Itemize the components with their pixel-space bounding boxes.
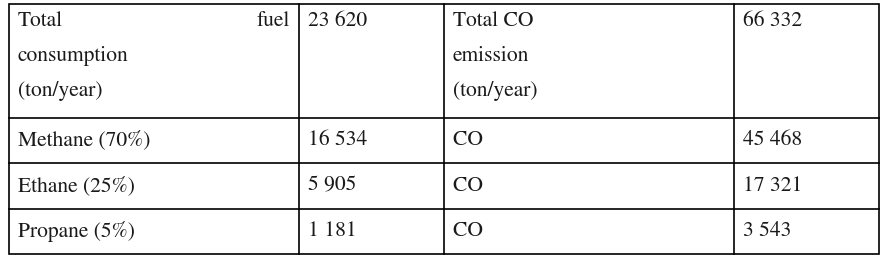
Text: Propane (5%): Propane (5%) [18, 221, 135, 242]
Text: CO₂: CO₂ [453, 176, 488, 196]
Text: Methane (70%): Methane (70%) [18, 131, 150, 150]
Text: consumption: consumption [18, 46, 129, 66]
Text: Total: Total [18, 12, 63, 31]
Text: 1 181: 1 181 [307, 222, 356, 241]
Text: 17 321: 17 321 [742, 176, 802, 196]
Text: 16 534: 16 534 [307, 131, 367, 150]
Text: CO₂: CO₂ [453, 222, 488, 241]
Text: 5 905: 5 905 [307, 176, 356, 196]
Text: 3 543: 3 543 [742, 222, 791, 241]
Text: 23 620: 23 620 [307, 12, 367, 31]
Text: (ton/year): (ton/year) [18, 80, 102, 101]
Text: emission: emission [453, 46, 529, 66]
Text: 45 468: 45 468 [742, 131, 802, 150]
Text: 66 332: 66 332 [742, 12, 802, 31]
Text: fuel: fuel [257, 12, 289, 31]
Text: Ethane (25%): Ethane (25%) [18, 176, 135, 196]
Text: (ton/year): (ton/year) [453, 80, 537, 101]
Text: CO₂: CO₂ [453, 131, 488, 150]
Text: Total CO₂: Total CO₂ [453, 12, 539, 31]
